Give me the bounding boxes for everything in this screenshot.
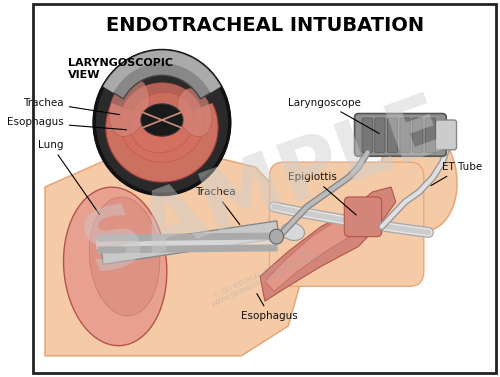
Text: Laryngoscope: Laryngoscope (288, 98, 380, 133)
Ellipse shape (282, 223, 304, 241)
Ellipse shape (381, 123, 457, 231)
Text: ENDOTRACHEAL INTUBATION: ENDOTRACHEAL INTUBATION (106, 16, 424, 35)
Text: Trachea: Trachea (23, 98, 120, 115)
Text: ET Tube: ET Tube (431, 162, 482, 185)
FancyBboxPatch shape (425, 118, 436, 152)
Ellipse shape (64, 187, 167, 346)
FancyBboxPatch shape (374, 118, 385, 152)
FancyBboxPatch shape (412, 118, 423, 152)
Polygon shape (101, 221, 279, 264)
Polygon shape (260, 187, 396, 301)
Polygon shape (45, 152, 302, 356)
Ellipse shape (120, 83, 204, 162)
FancyBboxPatch shape (344, 197, 382, 237)
FancyBboxPatch shape (270, 162, 424, 286)
FancyBboxPatch shape (400, 118, 410, 152)
Ellipse shape (90, 197, 160, 316)
FancyBboxPatch shape (354, 113, 446, 156)
Wedge shape (103, 51, 220, 93)
Ellipse shape (130, 92, 194, 153)
FancyBboxPatch shape (436, 120, 456, 150)
Polygon shape (265, 197, 377, 291)
Text: Epiglottis: Epiglottis (288, 172, 356, 215)
Text: SAMPLE: SAMPLE (73, 84, 456, 290)
Ellipse shape (109, 79, 149, 136)
FancyBboxPatch shape (362, 118, 372, 152)
Wedge shape (98, 51, 226, 123)
Text: Esophagus: Esophagus (242, 294, 298, 321)
Wedge shape (103, 51, 220, 99)
Circle shape (270, 229, 283, 244)
Text: © SEI MEDICAL GRAPHICS, INC.
WWW.SEIIMEDICALGRAPHICS.COM: © SEI MEDICAL GRAPHICS, INC. WWW.SEIIMED… (208, 245, 322, 308)
Text: Lung: Lung (38, 140, 100, 215)
FancyBboxPatch shape (388, 118, 398, 152)
Ellipse shape (106, 73, 218, 182)
Ellipse shape (141, 104, 183, 136)
Text: Esophagus: Esophagus (7, 118, 126, 130)
Circle shape (94, 51, 230, 195)
Text: LARYNGOSCOPIC
VIEW: LARYNGOSCOPIC VIEW (68, 58, 174, 80)
Ellipse shape (178, 89, 212, 136)
Text: Trachea: Trachea (194, 187, 240, 225)
